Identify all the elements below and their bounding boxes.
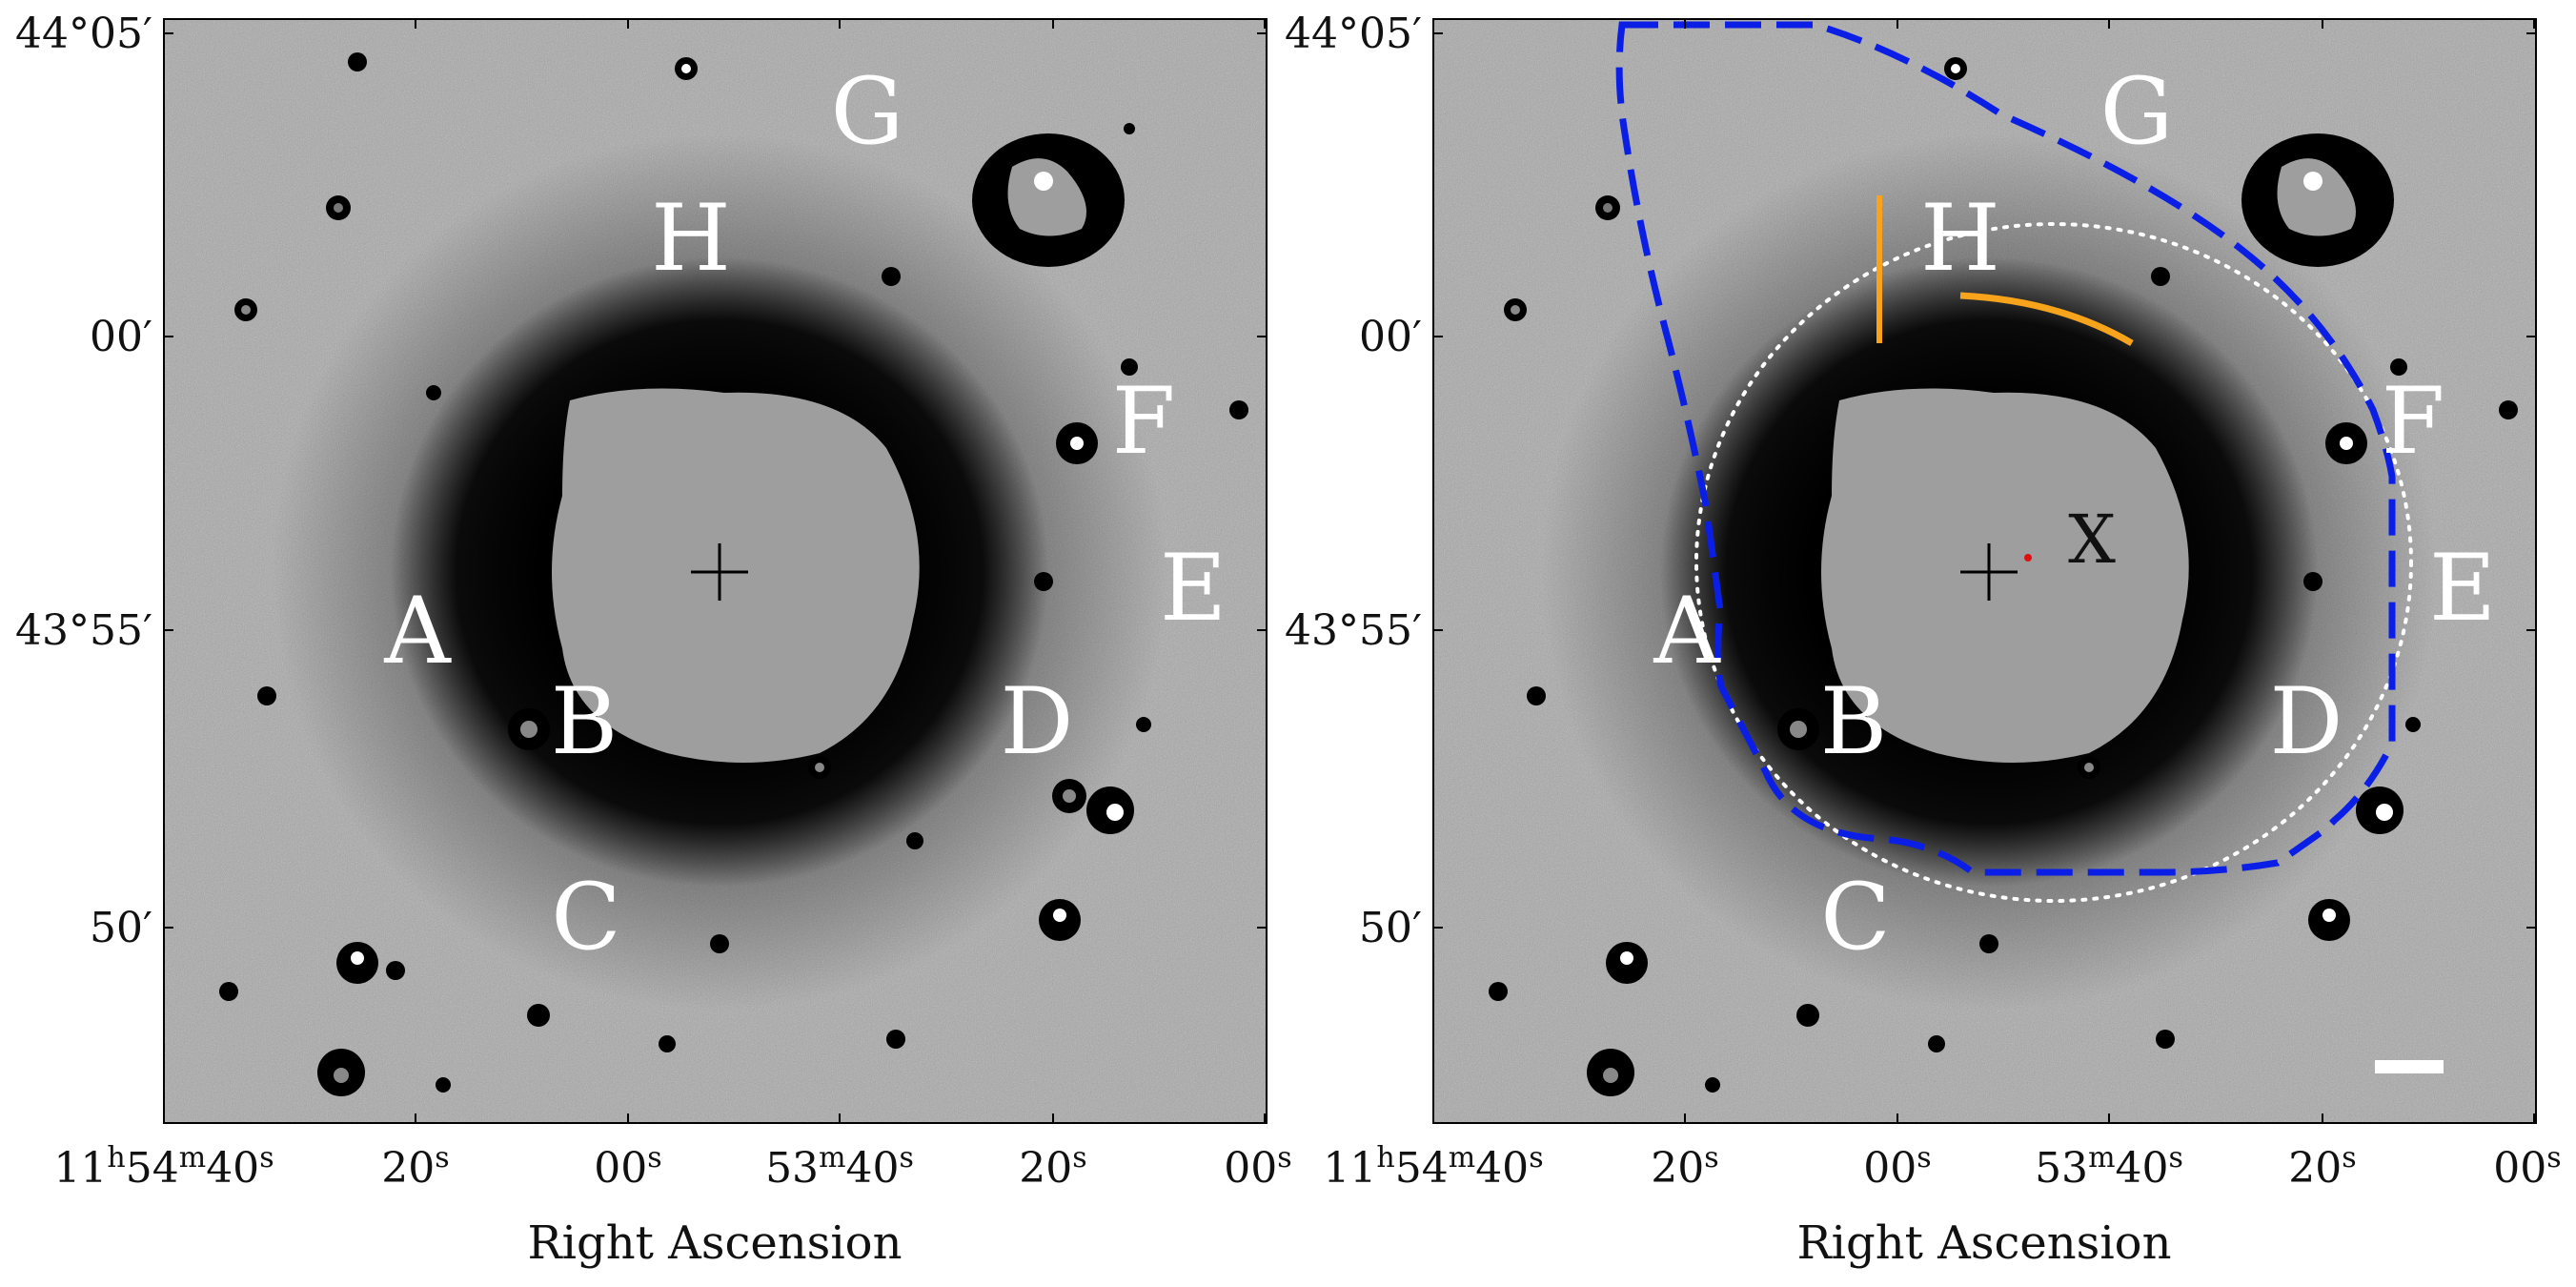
masked-galaxy-core [1821, 388, 2189, 763]
galaxy-center-cross [691, 543, 748, 601]
left-image: G H F E A B D C [164, 19, 1267, 1123]
ra-tick-label: 00s [1224, 1141, 1291, 1193]
bright-galaxy-g [972, 133, 1125, 267]
right-frame [1432, 18, 2537, 1124]
left-panel: G H F E A B D C 44°05′ 00′ 43°55′ 50′ [15, 10, 1292, 1270]
ra-tick-label: 00s [594, 1141, 661, 1193]
ra-tick-label: 53m40s [2035, 1141, 2183, 1193]
region-label-b: B [551, 668, 619, 775]
dec-tick-label: 00′ [1359, 313, 1422, 361]
point-sources [1489, 57, 2518, 1096]
region-label-a: A [1653, 578, 1721, 684]
ra-tick-label: 20s [1651, 1141, 1718, 1193]
region-label-c: C [1820, 864, 1890, 970]
dec-tick-label: 43°55′ [1285, 606, 1422, 655]
boundary-dashed [1615, 21, 2396, 876]
dec-tick-label: 00′ [90, 313, 152, 361]
ra-tick-label: 20s [1019, 1141, 1086, 1193]
right-ticks [1432, 19, 2536, 1123]
ra-tick-label: 53m40s [765, 1141, 914, 1193]
point-sources [219, 52, 1248, 1096]
region-label-e: E [2429, 535, 2496, 642]
region-label-h: H [1920, 185, 2000, 292]
dotted-circle [1694, 222, 2413, 903]
right-panel: X G H F E A B D C 44°05′ 00′ [1285, 10, 2562, 1270]
region-label-e: E [1160, 535, 1227, 642]
ra-tick-label: 00s [1863, 1141, 1931, 1193]
left-frame [163, 18, 1268, 1124]
ra-tick-label: 20s [2288, 1141, 2356, 1193]
dec-tick-label: 43°55′ [15, 606, 152, 655]
region-label-d: D [2270, 668, 2343, 775]
region-label-d: D [1001, 668, 1074, 775]
right-image: X G H F E A B D C [1433, 19, 2536, 1123]
dec-tick-label: 44°05′ [1285, 10, 1422, 58]
region-label-g: G [2100, 58, 2174, 165]
ra-tick-label: 20s [381, 1141, 449, 1193]
region-label-b: B [1820, 668, 1888, 775]
orange-arc [1959, 292, 2134, 347]
x-axis-label: Right Ascension [528, 1216, 903, 1270]
center-dot [2024, 554, 2032, 562]
left-ticks [163, 19, 1267, 1123]
region-label-a: A [383, 578, 452, 684]
dec-tick-label: 50′ [1359, 904, 1422, 952]
masked-galaxy-core [552, 388, 920, 763]
marker-label-x: X [2068, 500, 2116, 579]
scale-bar [2375, 1060, 2444, 1073]
x-axis-label: Right Ascension [1797, 1216, 2172, 1270]
dec-tick-label: 44°05′ [15, 10, 152, 58]
region-label-c: C [551, 864, 620, 970]
region-label-g: G [831, 58, 904, 165]
dec-tick-label: 50′ [90, 904, 152, 952]
region-label-f: F [2382, 368, 2445, 475]
region-label-f: F [1112, 368, 1176, 475]
bright-galaxy-g [2241, 133, 2394, 267]
region-label-h: H [651, 185, 731, 292]
ra-tick-label: 11h54m40s [53, 1141, 274, 1193]
galaxy-center-cross [1960, 543, 2018, 601]
ra-tick-label: 00s [2493, 1141, 2561, 1193]
ra-tick-label: 11h54m40s [1323, 1141, 1543, 1193]
